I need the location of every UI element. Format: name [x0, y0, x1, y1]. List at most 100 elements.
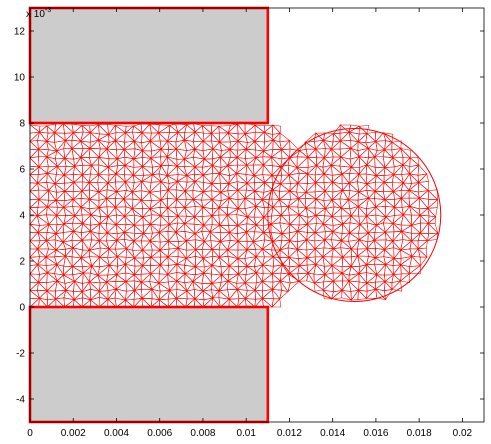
- mesh-triangle: [202, 297, 214, 308]
- mesh-triangle: [280, 272, 290, 282]
- mesh-triangle: [400, 190, 410, 199]
- mesh-triangle: [29, 232, 39, 242]
- mesh-triangle: [402, 173, 412, 184]
- mesh-triangle: [88, 274, 101, 284]
- x-tick-label: 0.008: [190, 428, 215, 439]
- mesh-triangle: [347, 199, 359, 208]
- mesh-triangle: [72, 206, 82, 217]
- mesh-triangle: [211, 199, 222, 209]
- mesh-triangle: [149, 231, 161, 243]
- mesh-triangle: [175, 222, 186, 234]
- mesh-triangle: [254, 141, 265, 152]
- mesh-triangle: [270, 149, 283, 160]
- mesh-triangle: [97, 174, 110, 184]
- mesh-triangle: [254, 198, 264, 207]
- mesh-triangle: [132, 131, 143, 142]
- mesh-triangle: [141, 265, 152, 275]
- mesh-triangle: [97, 182, 109, 193]
- mesh-triangle: [89, 272, 99, 283]
- mesh-triangle: [184, 199, 194, 209]
- mesh-triangle: [245, 148, 257, 159]
- mesh-triangle: [159, 264, 169, 276]
- mesh-triangle: [341, 280, 350, 292]
- mesh-triangle: [98, 232, 109, 242]
- mesh-triangle: [392, 239, 404, 251]
- mesh-triangle: [64, 190, 74, 202]
- mesh-triangle: [314, 173, 325, 184]
- mesh-triangle: [322, 215, 334, 226]
- mesh-triangle: [194, 266, 205, 274]
- mesh-triangle: [341, 232, 351, 242]
- mesh-triangle: [384, 166, 395, 176]
- mesh-triangle: [383, 167, 395, 176]
- mesh-triangle: [237, 273, 247, 284]
- mesh-triangle: [167, 189, 178, 201]
- mesh-triangle: [218, 225, 230, 234]
- mesh-triangle: [270, 222, 283, 235]
- mesh-triangle: [71, 266, 84, 274]
- mesh-triangle: [63, 148, 73, 160]
- mesh-triangle: [211, 273, 223, 284]
- mesh-triangle: [297, 223, 309, 232]
- mesh-triangle: [244, 123, 256, 135]
- mesh-triangle: [246, 240, 254, 251]
- mesh-triangle: [306, 173, 317, 184]
- mesh-triangle: [97, 164, 109, 176]
- mesh-triangle: [314, 239, 326, 250]
- mesh-triangle: [281, 232, 291, 242]
- mesh-triangle: [342, 256, 352, 268]
- mesh-triangle: [80, 197, 91, 208]
- mesh-triangle: [298, 264, 309, 274]
- mesh-triangle: [141, 132, 152, 142]
- mesh-triangle: [229, 149, 239, 159]
- mesh-triangle: [132, 166, 144, 176]
- mesh-triangle: [400, 224, 413, 232]
- y-exponent-label: x 10-3: [26, 7, 51, 20]
- mesh-triangle: [392, 257, 402, 266]
- mesh-triangle: [417, 240, 429, 250]
- mesh-triangle: [194, 131, 204, 142]
- mesh-triangle: [203, 272, 213, 285]
- mesh-triangle: [29, 297, 41, 308]
- mesh-triangle: [150, 256, 161, 266]
- mesh-triangle: [374, 181, 385, 192]
- mesh-triangle: [357, 191, 370, 201]
- mesh-triangle: [46, 214, 58, 226]
- mesh-triangle: [37, 281, 48, 292]
- mesh-triangle: [307, 156, 317, 167]
- mesh-triangle: [38, 290, 48, 301]
- mesh-triangle: [29, 165, 40, 176]
- mesh-triangle: [63, 265, 73, 276]
- mesh-triangle: [324, 239, 334, 250]
- mesh-triangle: [365, 214, 377, 226]
- mesh-triangle: [82, 272, 91, 283]
- mesh-triangle: [63, 174, 75, 183]
- mesh-triangle: [46, 199, 57, 208]
- mesh-triangle: [255, 224, 265, 234]
- mesh-triangle: [220, 274, 230, 282]
- mesh-triangle: [184, 273, 194, 284]
- mesh-triangle: [88, 198, 100, 209]
- mesh-triangle: [385, 206, 395, 218]
- mesh-triangle: [37, 290, 48, 299]
- mesh-triangle: [97, 166, 110, 176]
- mesh-triangle: [272, 189, 280, 201]
- triangle-mesh: [29, 122, 439, 308]
- mesh-triangle: [202, 140, 214, 150]
- mesh-triangle: [106, 189, 118, 199]
- mesh-triangle: [123, 174, 135, 183]
- mesh-triangle: [54, 174, 65, 185]
- mesh-triangle: [365, 132, 377, 144]
- mesh-triangle: [218, 214, 229, 227]
- mesh-triangle: [29, 199, 40, 209]
- mesh-triangle: [46, 290, 57, 300]
- mesh-triangle: [331, 206, 343, 218]
- mesh-triangle: [72, 181, 83, 192]
- mesh-triangle: [82, 164, 93, 176]
- mesh-triangle: [417, 247, 428, 258]
- mesh-triangle: [255, 248, 265, 258]
- mesh-triangle: [218, 207, 228, 216]
- mesh-triangle: [417, 181, 429, 193]
- mesh-triangle: [383, 149, 394, 159]
- mesh-triangle: [158, 273, 169, 284]
